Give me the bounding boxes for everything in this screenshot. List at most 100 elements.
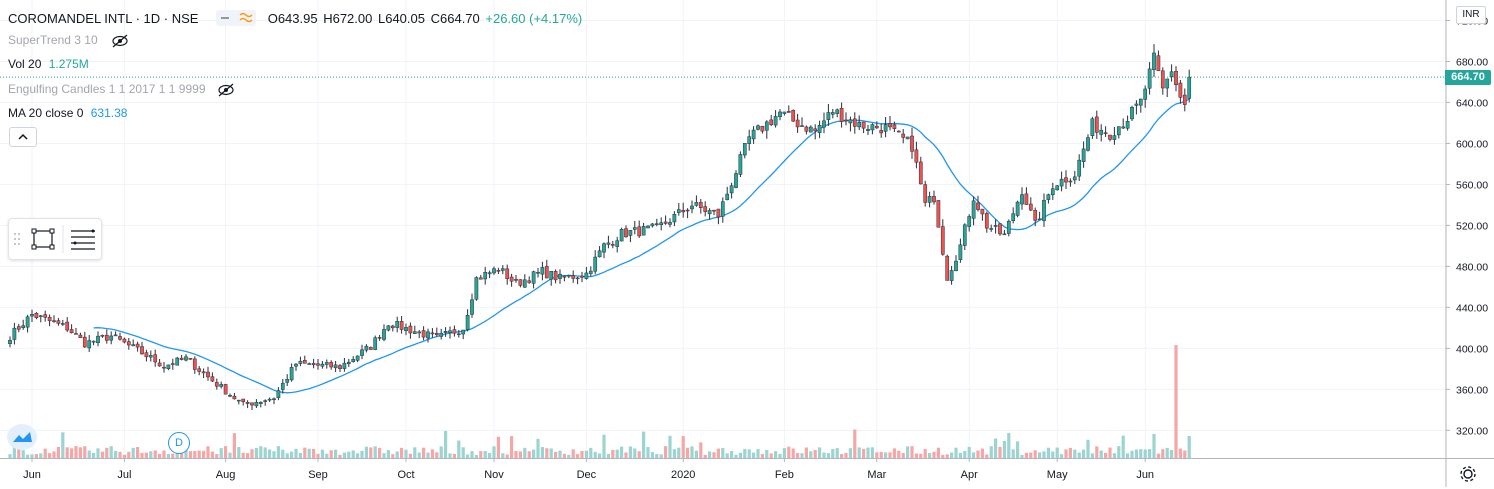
candle-body[interactable] <box>945 255 950 281</box>
candle-body[interactable] <box>109 335 114 341</box>
candle-body[interactable] <box>263 400 268 402</box>
candle-body[interactable] <box>1187 76 1192 99</box>
candle-body[interactable] <box>914 149 919 163</box>
candle-body[interactable] <box>148 355 153 358</box>
candle-body[interactable] <box>500 268 505 271</box>
candle-body[interactable] <box>874 125 879 129</box>
candle-body[interactable] <box>338 365 342 370</box>
candle-body[interactable] <box>549 270 554 280</box>
candle-body[interactable] <box>584 272 589 279</box>
candle-body[interactable] <box>487 272 492 275</box>
candle-body[interactable] <box>390 325 395 329</box>
candle-body[interactable] <box>69 329 74 334</box>
candle-body[interactable] <box>901 133 906 138</box>
candle-body[interactable] <box>791 109 796 122</box>
candle-body[interactable] <box>241 398 246 402</box>
candle-body[interactable] <box>78 334 83 338</box>
candle-body[interactable] <box>21 325 26 328</box>
candle-body[interactable] <box>1072 176 1077 181</box>
candle-body[interactable] <box>751 129 756 140</box>
candle-body[interactable] <box>382 329 386 340</box>
candle-body[interactable] <box>734 173 738 188</box>
candle-body[interactable] <box>316 363 320 366</box>
candle-body[interactable] <box>496 270 501 272</box>
candle-body[interactable] <box>967 216 972 227</box>
candle-body[interactable] <box>1130 106 1134 120</box>
candle-body[interactable] <box>276 390 281 398</box>
candle-body[interactable] <box>641 226 646 236</box>
candle-body[interactable] <box>122 338 127 343</box>
candle-body[interactable] <box>610 244 615 246</box>
ma-legend[interactable]: MA 20 close 0 631.38 <box>8 106 127 120</box>
supertrend-legend[interactable]: SuperTrend 3 10 <box>8 33 129 48</box>
candle-body[interactable] <box>285 379 290 383</box>
candle-body[interactable] <box>1046 194 1051 200</box>
candle-body[interactable] <box>562 275 567 278</box>
candle-body[interactable] <box>1090 118 1095 136</box>
candle-body[interactable] <box>135 343 140 348</box>
candle-body[interactable] <box>206 371 210 378</box>
candle-body[interactable] <box>157 362 162 367</box>
candle-body[interactable] <box>742 143 747 156</box>
candle-body[interactable] <box>1156 55 1161 71</box>
candle-body[interactable] <box>74 333 78 335</box>
candle-body[interactable] <box>175 357 180 366</box>
candle-body[interactable] <box>1134 103 1139 106</box>
candle-body[interactable] <box>1138 98 1143 106</box>
candle-body[interactable] <box>1152 52 1156 71</box>
candle-body[interactable] <box>932 196 936 203</box>
candle-body[interactable] <box>531 271 536 284</box>
candle-body[interactable] <box>1108 134 1112 140</box>
candle-body[interactable] <box>232 395 237 400</box>
candle-body[interactable] <box>1068 180 1073 183</box>
candle-body[interactable] <box>800 125 804 127</box>
candle-body[interactable] <box>1086 137 1090 151</box>
candle-body[interactable] <box>170 363 175 365</box>
candle-body[interactable] <box>795 119 800 128</box>
volume-legend[interactable]: Vol 20 1.275M <box>8 57 89 71</box>
candle-body[interactable] <box>597 250 602 258</box>
candle-body[interactable] <box>624 228 628 238</box>
candle-body[interactable] <box>707 210 712 215</box>
candle-body[interactable] <box>1059 178 1064 187</box>
candle-body[interactable] <box>764 121 769 131</box>
candle-body[interactable] <box>729 185 734 194</box>
candle-body[interactable] <box>377 337 382 339</box>
candle-body[interactable] <box>905 136 910 140</box>
rectangle-tool-icon[interactable] <box>31 228 55 250</box>
candle-body[interactable] <box>210 376 215 382</box>
candle-body[interactable] <box>52 320 56 322</box>
candle-body[interactable] <box>1020 194 1024 205</box>
candle-body[interactable] <box>421 330 426 338</box>
candle-body[interactable] <box>1174 71 1178 86</box>
hidden-eye-icon[interactable] <box>111 34 129 48</box>
candle-body[interactable] <box>993 225 998 227</box>
candle-body[interactable] <box>663 221 668 224</box>
candle-body[interactable] <box>179 357 184 360</box>
candle-body[interactable] <box>1094 116 1099 133</box>
candle-body[interactable] <box>672 213 677 223</box>
candle-body[interactable] <box>443 331 448 334</box>
candle-body[interactable] <box>1112 135 1117 140</box>
candle-body[interactable] <box>439 332 444 337</box>
candle-body[interactable] <box>936 200 941 228</box>
candle-body[interactable] <box>940 226 945 255</box>
candle-body[interactable] <box>254 402 259 407</box>
candle-body[interactable] <box>839 108 844 122</box>
candle-body[interactable] <box>250 402 254 406</box>
candle-body[interactable] <box>760 125 765 132</box>
candle-body[interactable] <box>870 124 875 131</box>
candle-body[interactable] <box>434 332 439 336</box>
candle-body[interactable] <box>509 276 514 282</box>
candle-body[interactable] <box>883 124 888 132</box>
candle-body[interactable] <box>712 209 716 212</box>
candle-body[interactable] <box>571 275 576 279</box>
candle-body[interactable] <box>852 118 857 127</box>
engulfing-legend[interactable]: Engulfing Candles 1 1 2017 1 1 9999 <box>8 82 235 97</box>
candle-body[interactable] <box>25 316 30 328</box>
candle-body[interactable] <box>1002 233 1007 236</box>
candle-body[interactable] <box>1178 82 1183 98</box>
candle-body[interactable] <box>544 266 549 279</box>
candle-body[interactable] <box>540 267 545 275</box>
